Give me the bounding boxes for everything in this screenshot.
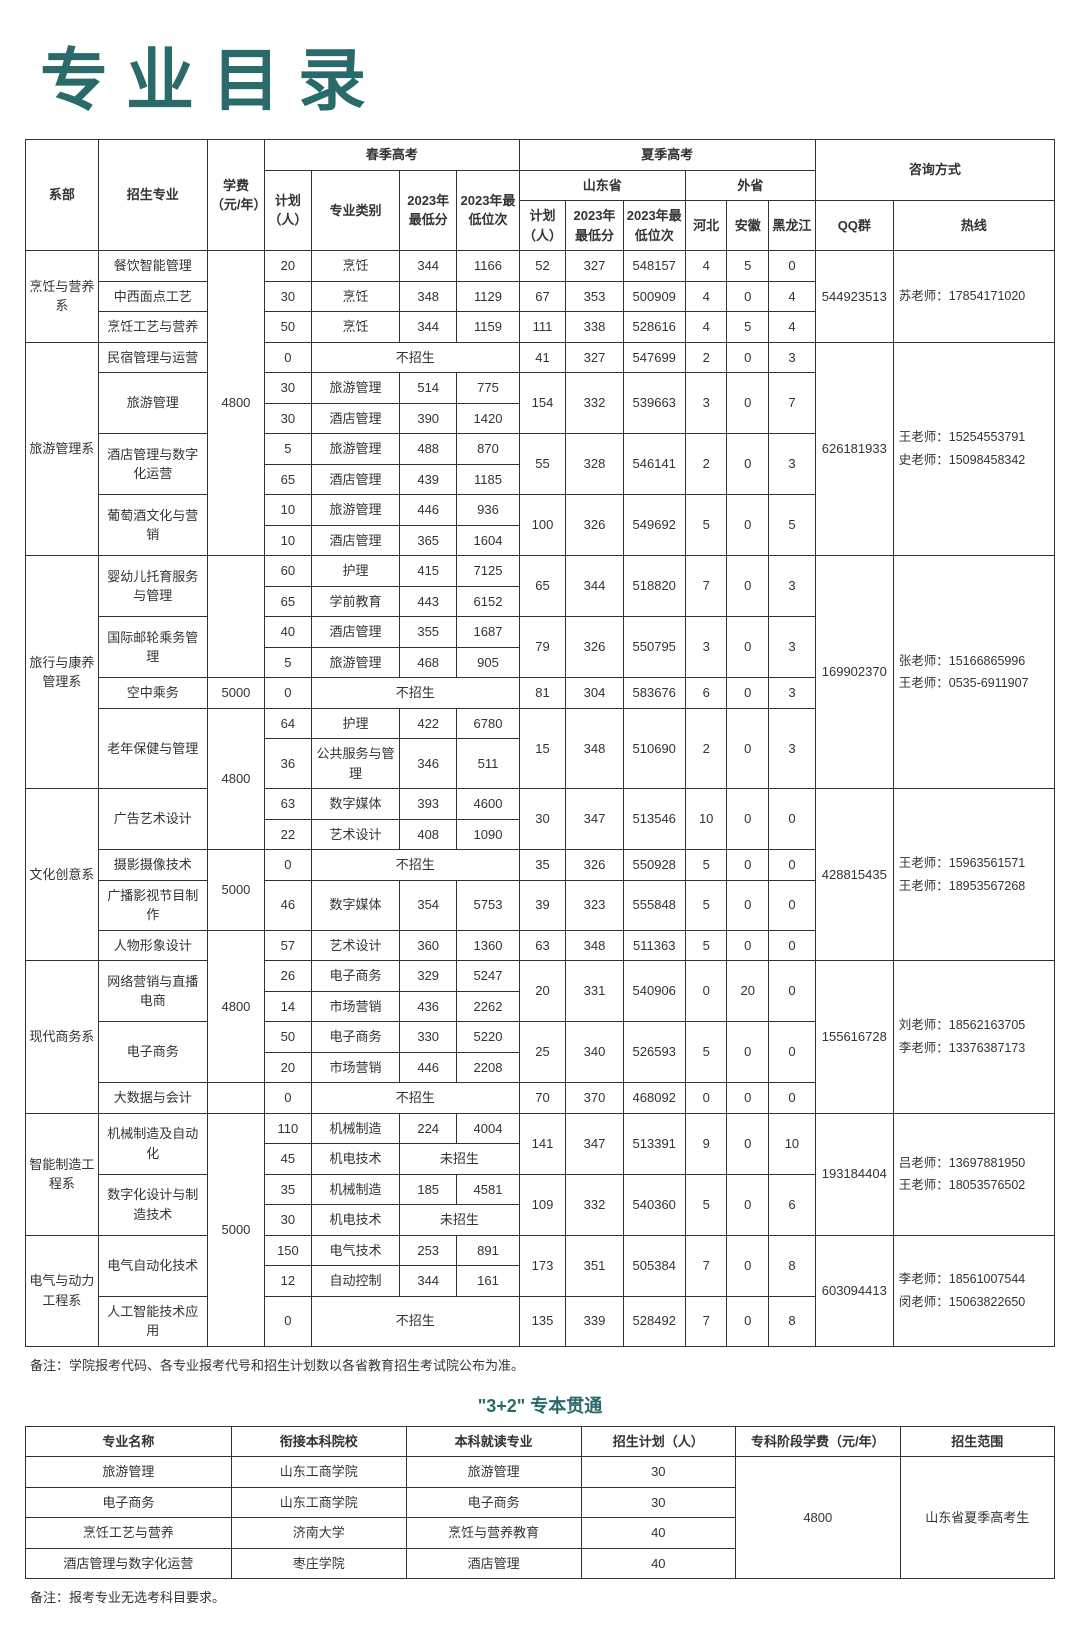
th-rank: 2023年最低位次 xyxy=(457,170,519,251)
th-hotline: 热线 xyxy=(893,201,1054,251)
table-row: 现代商务系 网络营销与直播电商 26电子商务3295247 2033154090… xyxy=(26,961,1055,992)
th-plan: 计划（人） xyxy=(265,170,312,251)
th2-fee: 专科阶段学费（元/年） xyxy=(735,1426,900,1457)
section-title: "3+2" 专本贯通 xyxy=(25,1392,1055,1418)
th2-scope: 招生范围 xyxy=(900,1426,1054,1457)
th-dept: 系部 xyxy=(26,140,99,251)
footnote-2: 备注：报考专业无选考科目要求。 xyxy=(30,1587,1055,1606)
th-spring: 春季高考 xyxy=(265,140,520,171)
table-row: 智能制造工程系 机械制造及自动化 5000 110机械制造2244004 141… xyxy=(26,1113,1055,1144)
page-title: 专业目录 xyxy=(40,25,1055,124)
table-2: 专业名称 衔接本科院校 本科就读专业 招生计划（人） 专科阶段学费（元/年） 招… xyxy=(25,1426,1055,1580)
th-hb: 河北 xyxy=(685,201,727,251)
th-contact: 咨询方式 xyxy=(815,140,1054,201)
th-hlj: 黑龙江 xyxy=(769,201,816,251)
th-major: 招生专业 xyxy=(98,140,207,251)
th2-plan: 招生计划（人） xyxy=(581,1426,735,1457)
th-other: 外省 xyxy=(685,170,815,201)
footnote-1: 备注：学院报考代码、各专业报考代号和招生计划数以各省教育招生考试院公布为准。 xyxy=(30,1355,1055,1374)
th-cat: 专业类别 xyxy=(311,170,399,251)
th-score: 2023年最低分 xyxy=(400,170,457,251)
table-row: 旅行与康养管理系 婴幼儿托育服务与管理 60护理4157125 65344518… xyxy=(26,556,1055,587)
main-table: 系部 招生专业 学费（元/年） 春季高考 夏季高考 咨询方式 计划（人） 专业类… xyxy=(25,139,1055,1347)
th-qq: QQ群 xyxy=(815,201,893,251)
th-sscore: 2023年最低分 xyxy=(566,201,623,251)
table-row: 烹饪与营养系 餐饮智能管理 4800 20烹饪3441166 523275481… xyxy=(26,251,1055,282)
th-summer: 夏季高考 xyxy=(519,140,815,171)
table-row: 旅游管理山东工商学院旅游管理304800山东省夏季高考生 xyxy=(26,1457,1055,1488)
th-splan: 计划（人） xyxy=(519,201,566,251)
th2-school: 衔接本科院校 xyxy=(231,1426,406,1457)
th2-bmajor: 本科就读专业 xyxy=(406,1426,581,1457)
th-ah: 安徽 xyxy=(727,201,769,251)
table-row: 文化创意系 广告艺术设计 63数字媒体3934600 3034751354610… xyxy=(26,789,1055,820)
th2-major: 专业名称 xyxy=(26,1426,232,1457)
th-fee: 学费（元/年） xyxy=(207,140,264,251)
table-row: 旅游管理系 民宿管理与运营 0不招生 41327547699203 626181… xyxy=(26,342,1055,373)
th-sd: 山东省 xyxy=(519,170,685,201)
th-srank: 2023年最低位次 xyxy=(623,201,685,251)
table-row: 电气与动力工程系 电气自动化技术 150电气技术253891 173351505… xyxy=(26,1235,1055,1266)
